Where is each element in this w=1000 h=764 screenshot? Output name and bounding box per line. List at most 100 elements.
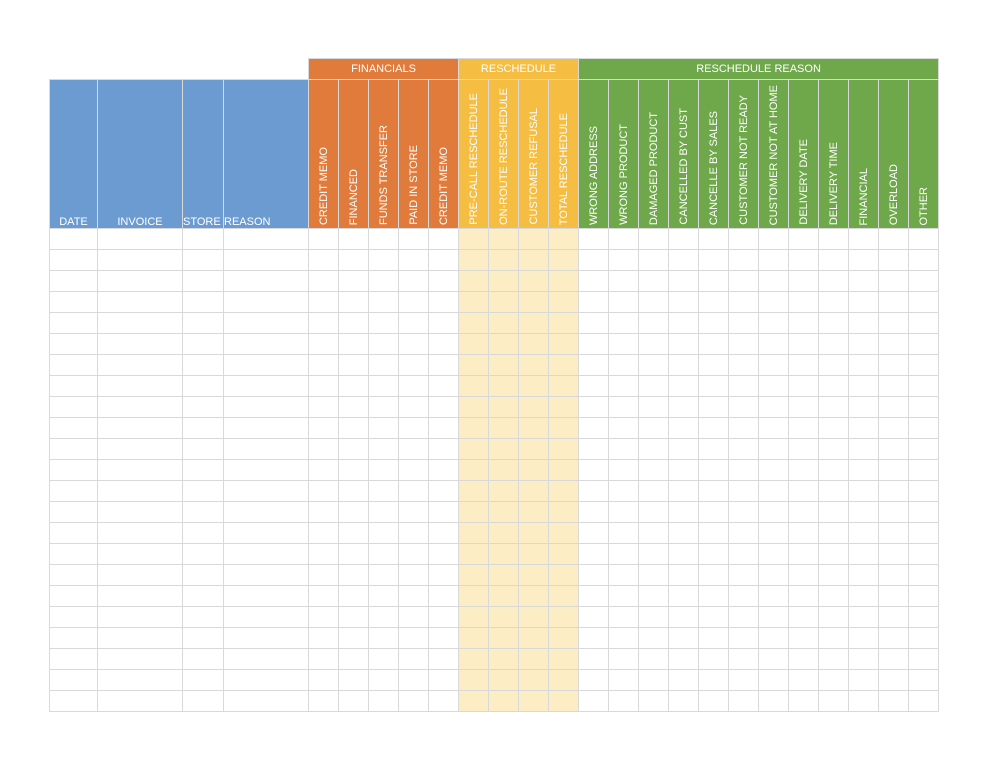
cell-other[interactable] xyxy=(908,564,940,586)
cell-cancelled-by-cust[interactable] xyxy=(668,249,700,271)
cell-credit-memo[interactable] xyxy=(308,606,339,628)
cell-overload[interactable] xyxy=(878,690,910,712)
cell-wrong-product[interactable] xyxy=(608,585,640,607)
cell-store[interactable] xyxy=(182,375,224,397)
cell-credit-memo[interactable] xyxy=(308,522,339,544)
cell-credit-memo[interactable] xyxy=(427,396,460,418)
cell-customer-not-ready[interactable] xyxy=(728,312,760,334)
cell-date[interactable] xyxy=(49,480,98,502)
cell-on-route-reschedule[interactable] xyxy=(488,417,520,439)
cell-customer-not-ready[interactable] xyxy=(728,459,760,481)
cell-invoice[interactable] xyxy=(97,312,183,334)
cell-pre-call-reschedule[interactable] xyxy=(458,270,490,292)
cell-paid-in-store[interactable] xyxy=(398,627,429,649)
cell-credit-memo[interactable] xyxy=(308,375,339,397)
cell-customer-refusal[interactable] xyxy=(518,375,550,397)
cell-overload[interactable] xyxy=(878,396,910,418)
cell-financial[interactable] xyxy=(848,417,880,439)
cell-customer-not-at-home[interactable] xyxy=(758,648,790,670)
cell-date[interactable] xyxy=(49,669,98,691)
cell-damaged-product[interactable] xyxy=(638,270,670,292)
cell-pre-call-reschedule[interactable] xyxy=(458,438,490,460)
cell-financial[interactable] xyxy=(848,291,880,313)
cell-financed[interactable] xyxy=(338,228,369,250)
cell-other[interactable] xyxy=(908,501,940,523)
cell-date[interactable] xyxy=(49,543,98,565)
cell-total-reschedule[interactable] xyxy=(548,690,580,712)
cell-wrong-product[interactable] xyxy=(608,396,640,418)
cell-damaged-product[interactable] xyxy=(638,396,670,418)
cell-reason[interactable] xyxy=(223,396,309,418)
cell-financial[interactable] xyxy=(848,606,880,628)
cell-customer-not-ready[interactable] xyxy=(728,333,760,355)
cell-invoice[interactable] xyxy=(97,627,183,649)
cell-customer-not-at-home[interactable] xyxy=(758,564,790,586)
cell-reason[interactable] xyxy=(223,480,309,502)
cell-customer-refusal[interactable] xyxy=(518,228,550,250)
cell-overload[interactable] xyxy=(878,417,910,439)
cell-overload[interactable] xyxy=(878,543,910,565)
cell-invoice[interactable] xyxy=(97,438,183,460)
cell-delivery-date[interactable] xyxy=(788,291,820,313)
cell-pre-call-reschedule[interactable] xyxy=(458,228,490,250)
cell-paid-in-store[interactable] xyxy=(398,480,429,502)
column-header-customer-refusal[interactable]: CUSTOMER REFUSAL xyxy=(518,79,550,229)
cell-customer-refusal[interactable] xyxy=(518,564,550,586)
cell-date[interactable] xyxy=(49,312,98,334)
cell-on-route-reschedule[interactable] xyxy=(488,354,520,376)
cell-damaged-product[interactable] xyxy=(638,375,670,397)
cell-credit-memo[interactable] xyxy=(427,249,460,271)
cell-pre-call-reschedule[interactable] xyxy=(458,564,490,586)
cell-on-route-reschedule[interactable] xyxy=(488,564,520,586)
cell-cancelled-by-cust[interactable] xyxy=(668,627,700,649)
cell-funds-transfer[interactable] xyxy=(368,522,399,544)
column-header-total-reschedule[interactable]: TOTAL RESCHEDULE xyxy=(548,79,580,229)
cell-cancelle-by-sales[interactable] xyxy=(698,312,730,334)
cell-wrong-address[interactable] xyxy=(578,480,610,502)
cell-financed[interactable] xyxy=(338,669,369,691)
cell-pre-call-reschedule[interactable] xyxy=(458,669,490,691)
cell-on-route-reschedule[interactable] xyxy=(488,648,520,670)
cell-on-route-reschedule[interactable] xyxy=(488,396,520,418)
cell-overload[interactable] xyxy=(878,564,910,586)
cell-cancelled-by-cust[interactable] xyxy=(668,459,700,481)
cell-store[interactable] xyxy=(182,396,224,418)
column-header-invoice[interactable]: INVOICE xyxy=(97,79,183,229)
cell-pre-call-reschedule[interactable] xyxy=(458,459,490,481)
cell-financed[interactable] xyxy=(338,543,369,565)
cell-wrong-address[interactable] xyxy=(578,270,610,292)
cell-customer-not-at-home[interactable] xyxy=(758,480,790,502)
cell-paid-in-store[interactable] xyxy=(398,312,429,334)
cell-delivery-date[interactable] xyxy=(788,585,820,607)
cell-customer-refusal[interactable] xyxy=(518,354,550,376)
cell-wrong-product[interactable] xyxy=(608,606,640,628)
cell-financed[interactable] xyxy=(338,270,369,292)
cell-cancelled-by-cust[interactable] xyxy=(668,291,700,313)
cell-financed[interactable] xyxy=(338,522,369,544)
cell-funds-transfer[interactable] xyxy=(368,669,399,691)
cell-damaged-product[interactable] xyxy=(638,312,670,334)
cell-store[interactable] xyxy=(182,249,224,271)
cell-financial[interactable] xyxy=(848,249,880,271)
cell-credit-memo[interactable] xyxy=(308,270,339,292)
cell-financial[interactable] xyxy=(848,564,880,586)
cell-wrong-address[interactable] xyxy=(578,312,610,334)
cell-wrong-product[interactable] xyxy=(608,375,640,397)
cell-cancelled-by-cust[interactable] xyxy=(668,228,700,250)
cell-credit-memo[interactable] xyxy=(427,606,460,628)
cell-total-reschedule[interactable] xyxy=(548,585,580,607)
cell-pre-call-reschedule[interactable] xyxy=(458,333,490,355)
cell-credit-memo[interactable] xyxy=(427,438,460,460)
cell-customer-not-at-home[interactable] xyxy=(758,606,790,628)
cell-invoice[interactable] xyxy=(97,249,183,271)
cell-funds-transfer[interactable] xyxy=(368,459,399,481)
cell-date[interactable] xyxy=(49,522,98,544)
cell-store[interactable] xyxy=(182,312,224,334)
cell-customer-not-ready[interactable] xyxy=(728,606,760,628)
cell-funds-transfer[interactable] xyxy=(368,396,399,418)
column-header-credit-memo[interactable]: CREDIT MEMO xyxy=(308,79,339,229)
cell-credit-memo[interactable] xyxy=(308,585,339,607)
column-header-wrong-product[interactable]: WRONG PRODUCT xyxy=(608,79,640,229)
cell-credit-memo[interactable] xyxy=(308,291,339,313)
cell-credit-memo[interactable] xyxy=(308,669,339,691)
